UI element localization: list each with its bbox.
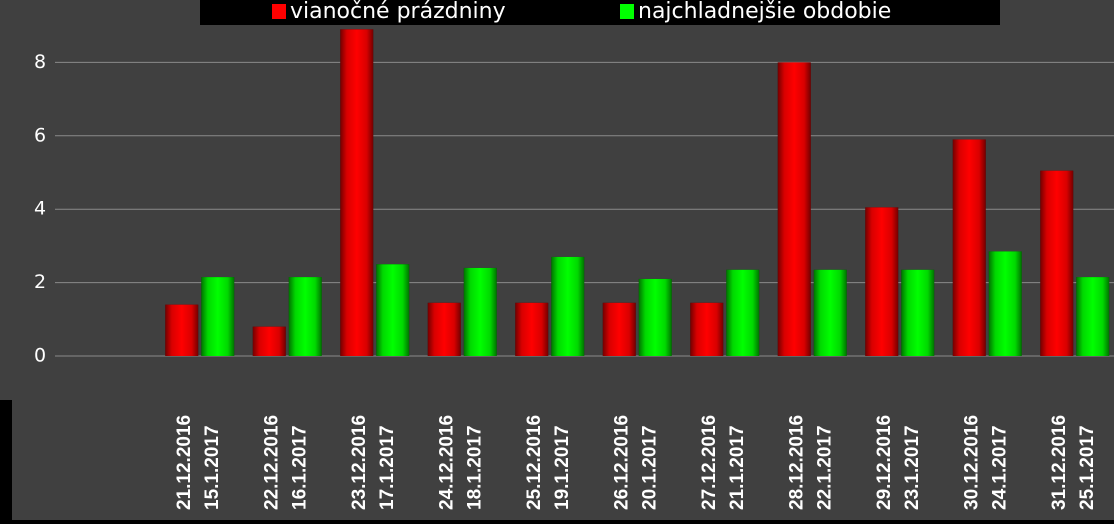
legend-box	[200, 0, 1000, 25]
x-tick-label: 29.12.2016	[874, 415, 895, 510]
x-tick-label: 28.12.2016	[786, 415, 807, 510]
bar	[901, 269, 935, 356]
x-tick-label: 30.12.2016	[961, 415, 982, 510]
bar	[726, 269, 760, 356]
y-tick-label: 6	[34, 124, 46, 146]
x-tick-label: 31.12.2016	[1049, 415, 1070, 510]
x-tick-label: 23.1.2017	[902, 425, 923, 510]
x-tick-label: 20.1.2017	[639, 425, 660, 510]
x-tick-label: 27.12.2016	[699, 415, 720, 510]
bar	[515, 302, 549, 356]
bar	[952, 139, 986, 356]
x-tick-label: 18.1.2017	[464, 425, 485, 510]
bar	[252, 326, 286, 356]
bar	[1076, 277, 1110, 356]
y-tick-label: 8	[34, 51, 46, 73]
legend-swatch	[620, 4, 634, 19]
legend-label: najchladnejšie obdobie	[638, 0, 891, 24]
x-tick-label: 17.1.2017	[377, 425, 398, 510]
x-tick-label: 23.12.2016	[349, 415, 370, 510]
bar	[340, 29, 374, 356]
bar	[201, 277, 235, 356]
bar	[463, 267, 497, 356]
bar	[865, 207, 899, 356]
x-tick-label: 21.12.2016	[174, 415, 195, 510]
bar	[165, 304, 199, 356]
edge	[0, 400, 12, 520]
x-tick-label: 15.1.2017	[202, 425, 223, 510]
x-tick-label: 24.1.2017	[989, 425, 1010, 510]
x-tick-label: 19.1.2017	[552, 425, 573, 510]
bar	[813, 269, 847, 356]
bar	[602, 302, 636, 356]
x-tick-label: 22.1.2017	[814, 425, 835, 510]
y-tick-label: 2	[34, 271, 46, 293]
x-tick-label: 24.12.2016	[436, 415, 457, 510]
x-tick-label: 25.1.2017	[1077, 425, 1098, 510]
legend-label: vianočné prázdniny	[290, 0, 506, 24]
bar	[288, 277, 322, 356]
x-tick-label: 16.1.2017	[289, 425, 310, 510]
legend-swatch	[272, 4, 286, 19]
bar	[551, 256, 585, 356]
bar	[427, 302, 461, 356]
x-tick-label: 25.12.2016	[524, 415, 545, 510]
x-tick-label: 22.12.2016	[261, 415, 282, 510]
x-tick-label: 26.12.2016	[611, 415, 632, 510]
y-tick-label: 0	[34, 345, 46, 367]
y-tick-label: 4	[34, 198, 46, 220]
bar	[1040, 170, 1074, 356]
bar	[777, 62, 811, 356]
x-tick-label: 21.1.2017	[727, 425, 748, 510]
bar	[638, 278, 672, 356]
bar	[988, 251, 1022, 356]
bar	[690, 302, 724, 356]
bar	[376, 264, 410, 356]
